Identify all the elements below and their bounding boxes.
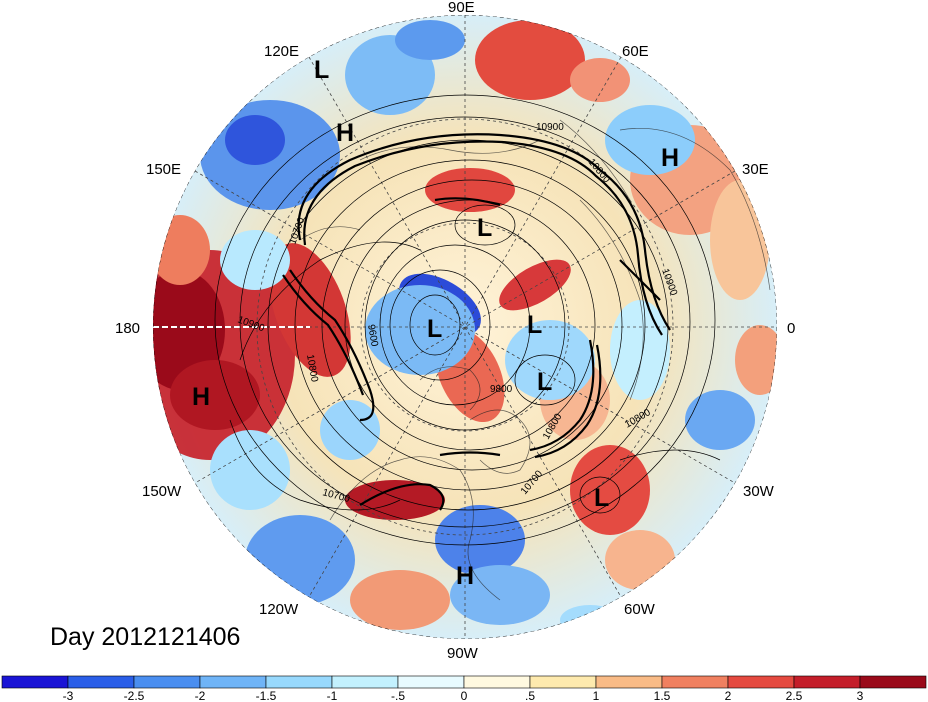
coastlines [299,119,771,601]
low-center-label: L [594,484,609,512]
colorbar-swatch [529,675,597,689]
pressure-centers: L H H L L L L H L H [192,56,679,590]
colorbar-swatch [133,675,201,689]
colorbar-tick-label: -.5 [391,689,405,702]
contour-label: 9800 [490,384,513,395]
longitude-label: 120W [259,601,299,618]
date-title: Day 2012121406 [50,623,240,651]
colorbar-swatch [1,675,69,689]
colorbar-tick-label: 1 [593,689,600,702]
longitude-label: 30W [743,483,775,500]
longitude-label: 90W [447,645,479,662]
longitude-label: 120E [264,43,299,60]
low-center-label: L [537,368,552,396]
longitude-label: 180 [115,320,140,337]
colorbar-swatch [397,675,465,689]
cool-anomaly-regions [200,20,755,635]
high-center-label: H [336,119,354,147]
longitude-label: 90E [448,0,475,16]
colorbar-tick-label: 2.5 [786,689,803,702]
longitude-label: 60W [624,601,656,618]
colorbar-swatch [331,675,399,689]
colorbar-swatch [67,675,135,689]
colorbar-tick-label: -3 [63,689,74,702]
colorbar-tick-label: 3 [857,689,864,702]
longitude-label: 150W [142,483,182,500]
longitude-label: 60E [622,43,649,60]
colorbar-swatch [793,675,861,689]
colorbar: -3 -2.5 -2 -1.5 -1 -.5 0 .5 1 1.5 2 2.5 3 [1,675,927,702]
contour-label: 9600 [365,324,380,348]
longitude-labels: 90E 60E 30E 0 30W 60W 90W 120W 150W 180 … [115,0,795,662]
low-center-label: L [314,56,329,84]
jet-stream-contours [282,133,671,511]
longitude-label: 150E [146,161,181,178]
high-center-label: H [661,144,679,172]
colorbar-swatch [595,675,663,689]
colorbar-swatch [661,675,729,689]
contour-label: 10900 [536,122,564,133]
height-contours [214,94,721,546]
colorbar-swatch [265,675,333,689]
colorbar-swatch [727,675,795,689]
colorbar-swatch [463,675,531,689]
low-center-label: L [427,315,442,343]
colorbar-tick-label: -1 [327,689,338,702]
colorbar-swatch [859,675,927,689]
colorbar-tick-label: -2 [195,689,206,702]
high-center-label: H [192,383,210,411]
longitude-label: 0 [787,320,795,337]
map-disk [153,15,777,639]
contour-label: 10800 [304,354,320,384]
colorbar-tick-label: 2 [725,689,732,702]
colorbar-swatch [199,675,267,689]
colorbar-tick-label: -1.5 [256,689,277,702]
colorbar-tick-label: 0 [461,689,468,702]
longitude-label: 30E [742,161,769,178]
low-center-label: L [477,214,492,242]
colorbar-tick-label: .5 [525,689,535,702]
low-center-label: L [527,311,542,339]
colorbar-tick-label: 1.5 [654,689,671,702]
high-center-label: H [456,562,474,590]
graticule [153,15,777,639]
colorbar-tick-label: -2.5 [124,689,145,702]
